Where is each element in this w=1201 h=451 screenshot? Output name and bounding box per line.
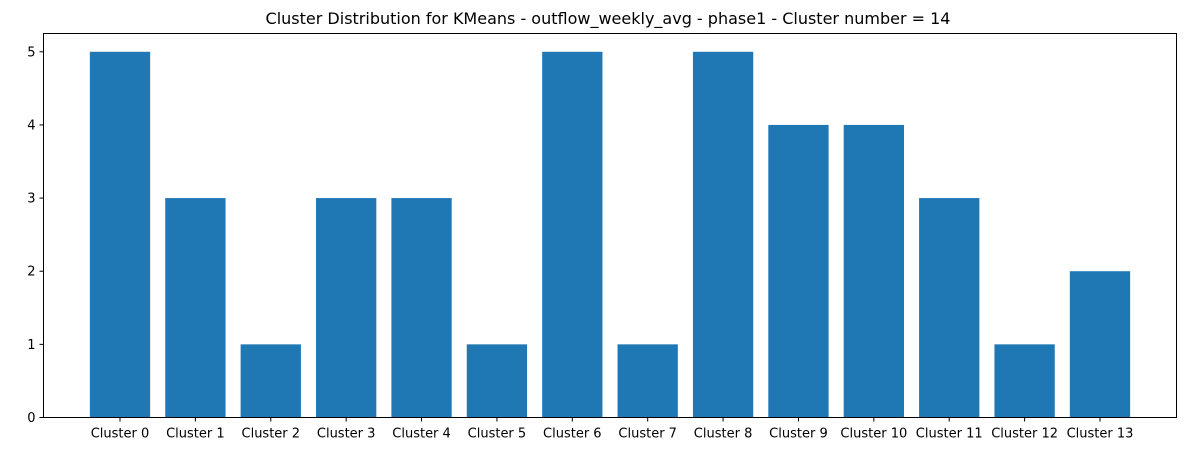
y-tick-label: 0: [27, 411, 35, 426]
x-tick-label: Cluster 10: [840, 427, 907, 442]
x-tick-label: Cluster 12: [991, 427, 1058, 442]
y-tick-label: 2: [27, 265, 35, 280]
bar-cluster-12: [994, 344, 1055, 418]
bar-cluster-7: [617, 344, 678, 418]
x-tick-label: Cluster 1: [166, 427, 225, 442]
bar-cluster-10: [843, 124, 904, 418]
x-tick-label: Cluster 6: [543, 427, 602, 442]
bar-cluster-8: [692, 51, 754, 418]
bar-cluster-0: [89, 51, 151, 418]
bar-cluster-13: [1069, 271, 1131, 418]
y-tick-label: 4: [27, 118, 35, 133]
x-tick-label: Cluster 5: [468, 427, 527, 442]
x-tick-label: Cluster 8: [694, 427, 753, 442]
bar-cluster-1: [165, 198, 226, 418]
bar-cluster-11: [919, 198, 980, 418]
x-tick-label: Cluster 7: [618, 427, 677, 442]
bar-cluster-3: [316, 198, 377, 418]
bar-cluster-6: [542, 51, 603, 418]
bar-cluster-4: [391, 198, 452, 418]
y-axis: 0 1 2 3 4 5: [27, 45, 44, 426]
bar-cluster-2: [240, 344, 301, 418]
y-tick-label: 5: [27, 45, 35, 60]
bar-cluster-5: [466, 344, 528, 418]
plot-frame: [43, 33, 1177, 418]
x-tick-label: Cluster 3: [317, 427, 376, 442]
x-tick-label: Cluster 4: [392, 427, 451, 442]
x-tick-label: Cluster 0: [91, 427, 150, 442]
y-tick-label: 3: [27, 192, 35, 207]
x-tick-label: Cluster 9: [769, 427, 828, 442]
y-tick-label: 1: [27, 338, 35, 353]
x-axis: Cluster 0 Cluster 1 Cluster 2 Cluster 3 Clus…: [91, 417, 1134, 442]
chart-title: Cluster Distribution for KMeans - outflo…: [266, 9, 951, 29]
x-tick-label: Cluster 11: [916, 427, 983, 442]
x-tick-label: Cluster 2: [242, 427, 301, 442]
bars-group: [89, 51, 1131, 418]
x-tick-label: Cluster 13: [1067, 427, 1134, 442]
bar-cluster-9: [768, 124, 829, 418]
